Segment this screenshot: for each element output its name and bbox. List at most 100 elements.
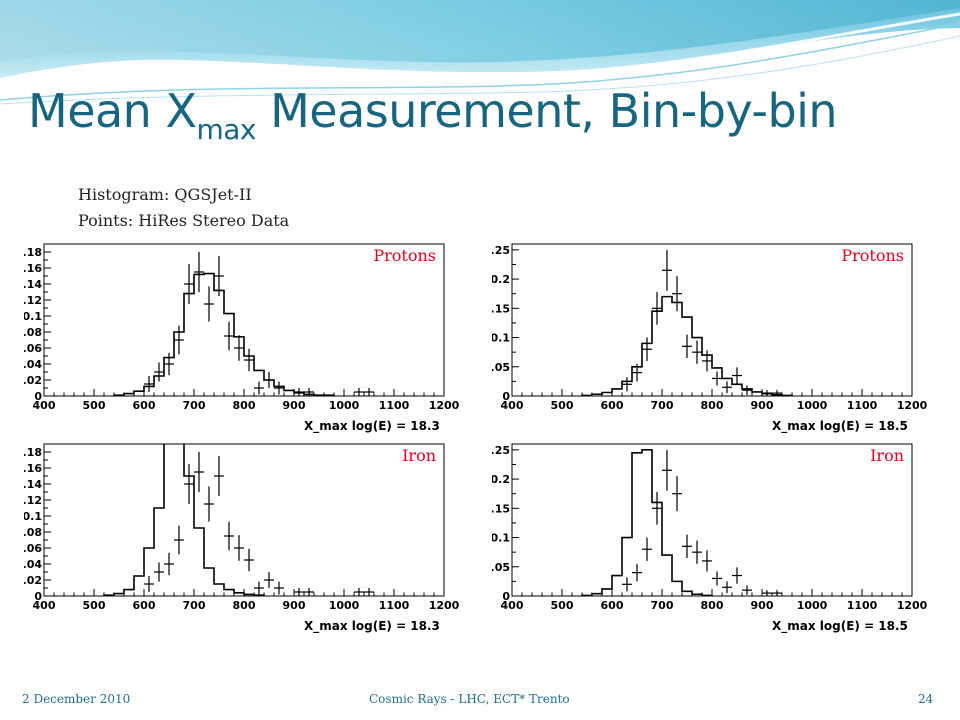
y-tick-label: 0.12: [24, 494, 42, 507]
data-point: [722, 381, 732, 394]
data-point: [712, 571, 722, 586]
data-point: [622, 577, 632, 592]
data-point: [144, 376, 154, 392]
x-tick-label: 1100: [847, 399, 878, 412]
data-point: [254, 581, 264, 595]
footer-page-number: 24: [918, 692, 934, 706]
data-point: [712, 371, 722, 386]
data-point: [194, 252, 204, 292]
data-point: [234, 535, 244, 561]
x-tick-label: 1100: [379, 599, 410, 612]
data-point: [214, 456, 224, 496]
data-point: [214, 256, 224, 296]
data-point: [264, 372, 274, 388]
x-tick-label: 1000: [329, 399, 360, 412]
y-tick-label: 0: [34, 390, 42, 403]
y-tick-label: 0.1: [492, 532, 510, 545]
data-point: [204, 286, 214, 322]
x-tick-label: 800: [233, 399, 256, 412]
data-point: [244, 548, 254, 572]
data-point: [772, 590, 782, 596]
data-point: [224, 321, 234, 351]
data-point: [224, 521, 234, 551]
x-tick-label: 600: [133, 599, 156, 612]
data-point: [354, 388, 364, 396]
x-axis-title: X_max log(E) = 18.3: [304, 419, 440, 434]
x-tick-label: 900: [751, 599, 774, 612]
panel-backdrop-right: [492, 196, 934, 640]
wave-banner: [0, 0, 960, 105]
x-tick-label: 700: [651, 399, 674, 412]
plot-frame: [511, 243, 913, 397]
data-point: [204, 486, 214, 522]
panel-label: Iron: [870, 446, 904, 465]
plot-frame: [511, 443, 913, 597]
data-point: [742, 585, 752, 595]
y-tick-label: 0.06: [24, 542, 42, 555]
x-axis-title: X_max log(E) = 18.5: [772, 419, 908, 434]
y-tick-label: 0.25: [492, 444, 510, 457]
data-point: [154, 562, 164, 582]
data-point: [642, 537, 652, 561]
title-rest: Measurement, Bin-by-bin: [255, 84, 838, 138]
plot-frame: [43, 443, 445, 597]
histogram-step: [113, 272, 335, 396]
data-point: [294, 588, 304, 596]
chart-bottom-right: 0 0.05 0.1 0.15 0.2 0.25 400 500 600 700 800 900 100…: [492, 443, 928, 634]
footer-date: 2 December 2010: [22, 692, 131, 706]
x-tick-label: 900: [283, 399, 306, 412]
data-point: [144, 576, 154, 592]
x-tick-label: 400: [33, 399, 56, 412]
x-tick-label: 500: [551, 599, 574, 612]
y-tick-label: 0: [34, 590, 42, 603]
x-tick-label: 700: [183, 399, 206, 412]
data-point: [652, 491, 662, 525]
data-point: [702, 550, 712, 572]
x-tick-label: 1200: [897, 399, 928, 412]
y-tick-label: 0.1: [24, 310, 42, 323]
chart-bottom-left: 0 0.02 0.04 0.06 0.08 0.1 0.12 0.14 0.16 0.18 400 5…: [24, 443, 460, 634]
y-tick-label: 0.16: [24, 262, 42, 275]
x-tick-label: 1000: [797, 399, 828, 412]
panel-label: Protons: [373, 246, 436, 265]
x-tick-label: 800: [701, 599, 724, 612]
y-tick-label: 0.16: [24, 462, 42, 475]
data-point: [652, 291, 662, 325]
x-tick-label: 1000: [797, 599, 828, 612]
data-point: [622, 377, 632, 392]
y-tick-label: 0.18: [24, 446, 42, 459]
x-tick-label: 600: [133, 399, 156, 412]
histogram-step: [581, 295, 793, 396]
y-tick-label: 0.2: [492, 273, 510, 286]
y-tick-label: 0.02: [24, 574, 42, 587]
y-tick-label: 0.08: [24, 326, 42, 339]
slide-title: Mean Xmax Measurement, Bin-by-bin: [28, 84, 838, 146]
data-point: [702, 350, 712, 372]
x-tick-label: 800: [701, 399, 724, 412]
data-point: [672, 476, 682, 512]
data-point: [632, 363, 642, 382]
data-point: [304, 588, 314, 596]
plot-frame: [43, 243, 445, 397]
y-tick-label: 0.04: [24, 558, 42, 571]
data-point: [672, 276, 682, 312]
y-tick-label: 0.25: [492, 244, 510, 257]
y-tick-label: 0.18: [24, 246, 42, 259]
footer-center: Cosmic Rays - LHC, ECT* Trento: [369, 692, 570, 706]
data-point: [364, 388, 374, 396]
y-tick-label: 0.06: [24, 342, 42, 355]
data-point: [632, 563, 642, 582]
title-subscript: max: [196, 113, 256, 146]
panel-backdrop-left: [24, 196, 466, 640]
x-tick-label: 500: [83, 599, 106, 612]
y-tick-label: 0.15: [492, 502, 510, 515]
data-point: [772, 390, 782, 396]
data-point: [254, 381, 264, 395]
data-point: [662, 449, 672, 491]
data-point: [354, 588, 364, 596]
data-point: [164, 352, 174, 376]
x-tick-label: 1200: [897, 599, 928, 612]
x-tick-label: 500: [551, 399, 574, 412]
chart-top-right: 0 0.05 0.1 0.15 0.2 0.25 400 500 600 700 800 900 100…: [492, 243, 928, 434]
